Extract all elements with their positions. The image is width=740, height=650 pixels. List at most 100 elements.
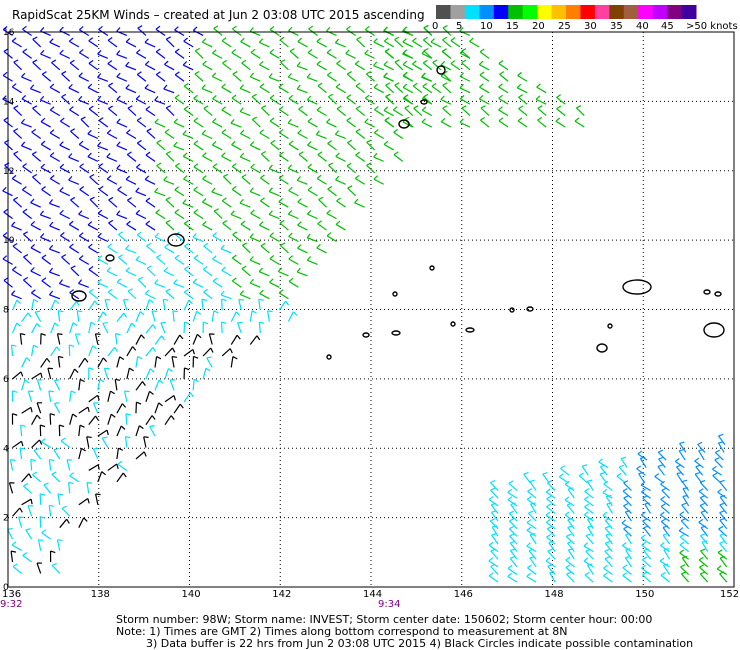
wind-barb-flag	[374, 106, 379, 111]
wind-barb-flag	[491, 510, 497, 513]
wind-barb-flag	[66, 518, 70, 524]
wind-barb-flag	[179, 403, 184, 409]
wind-barb-flag	[660, 495, 666, 500]
wind-barb-flag	[59, 424, 65, 428]
wind-barb	[260, 177, 270, 185]
wind-barb-flag	[641, 488, 646, 493]
wind-barb	[116, 356, 121, 368]
wind-barb	[604, 527, 613, 537]
wind-barb	[287, 76, 299, 82]
wind-barb	[296, 271, 308, 277]
wind-barb	[98, 166, 109, 174]
wind-barb-flag	[267, 310, 273, 313]
wind-barb-flag	[269, 49, 275, 54]
wind-barb-flag	[258, 267, 263, 273]
wind-barb-flag	[700, 525, 707, 529]
wind-barb-flag	[78, 210, 83, 215]
wind-barb-flag	[604, 540, 611, 544]
wind-barb	[621, 522, 632, 530]
wind-barb-flag	[163, 84, 168, 90]
wind-barb-flag	[106, 152, 111, 158]
wind-barb-flag	[87, 221, 93, 226]
wind-barb	[567, 527, 575, 537]
wind-barb	[183, 300, 190, 311]
wind-barb	[489, 482, 499, 491]
wind-barb	[719, 481, 728, 491]
wind-barb	[49, 202, 60, 208]
wind-barb	[258, 299, 261, 311]
wind-barb-flag	[32, 36, 38, 40]
wind-barb-flag	[110, 390, 115, 395]
wind-barb-flag	[508, 480, 514, 484]
wind-barb-flag	[518, 94, 523, 98]
wind-barb	[347, 187, 356, 197]
wind-barb	[249, 259, 261, 265]
wind-barb-flag	[526, 542, 531, 547]
wind-barb	[566, 573, 575, 583]
wind-barb-flag	[38, 539, 44, 542]
wind-barb	[567, 549, 575, 560]
wind-barb	[546, 528, 556, 537]
island-outlines	[71, 65, 725, 360]
wind-barb	[212, 52, 223, 59]
wind-barb	[545, 560, 556, 568]
wind-barb	[603, 483, 613, 492]
wind-barb	[698, 559, 709, 568]
wind-barb-flag	[220, 290, 225, 296]
wind-barb-flag	[354, 198, 359, 204]
wind-barb-flag	[74, 368, 79, 373]
scale-swatch	[436, 5, 451, 19]
wind-barb-flag	[16, 322, 21, 327]
wind-barb	[163, 179, 175, 185]
wind-barb-flag	[479, 83, 484, 88]
wind-barb	[680, 573, 690, 583]
wind-barb	[564, 499, 575, 507]
wind-barb	[529, 557, 537, 568]
wind-barb-flag	[623, 480, 629, 484]
wind-barb-flag	[83, 517, 88, 522]
wind-barb-flag	[16, 299, 21, 304]
wind-barb-flag	[280, 59, 286, 63]
wind-barb	[288, 213, 299, 220]
wind-barb	[402, 41, 414, 48]
wind-barb	[202, 155, 213, 162]
wind-barb	[117, 189, 128, 197]
wind-barb-flag	[202, 152, 207, 157]
speed-color-scale	[436, 5, 697, 19]
scale-swatch	[566, 5, 581, 19]
wind-barb-flag	[587, 525, 593, 528]
wind-barb	[23, 485, 33, 494]
wind-barb	[79, 188, 90, 197]
wind-barb-flag	[604, 525, 610, 529]
wind-barb-flag	[242, 242, 248, 246]
wind-barb-flag	[84, 357, 89, 363]
wind-barb-flag	[461, 105, 467, 109]
wind-barb	[57, 356, 61, 368]
wind-barb	[316, 178, 327, 185]
wind-barb-flag	[145, 197, 151, 202]
wind-barb-flag	[173, 395, 176, 401]
wind-barb-flag	[461, 59, 467, 64]
wind-barb-flag	[715, 449, 721, 453]
wind-barb-flag	[172, 310, 178, 313]
wind-barb	[59, 518, 68, 529]
wind-barb	[230, 311, 237, 322]
wind-barb-flag	[174, 71, 180, 76]
wind-barb	[643, 527, 651, 537]
wind-barb	[154, 379, 160, 391]
wind-barb-flag	[231, 277, 237, 282]
wind-barb	[296, 88, 308, 94]
wind-barb	[354, 202, 365, 208]
wind-barb	[526, 575, 537, 583]
wind-barb	[40, 99, 51, 105]
wind-barb	[221, 348, 231, 357]
wind-barb	[714, 451, 724, 461]
wind-barb	[59, 30, 70, 37]
wind-barb-flag	[174, 94, 180, 99]
wind-barb	[641, 567, 651, 576]
wind-barb-flag	[149, 390, 154, 395]
wind-barb-flag	[106, 175, 112, 180]
wind-barb	[269, 97, 280, 105]
wind-barb	[86, 436, 90, 448]
wind-barb-flag	[326, 232, 332, 237]
